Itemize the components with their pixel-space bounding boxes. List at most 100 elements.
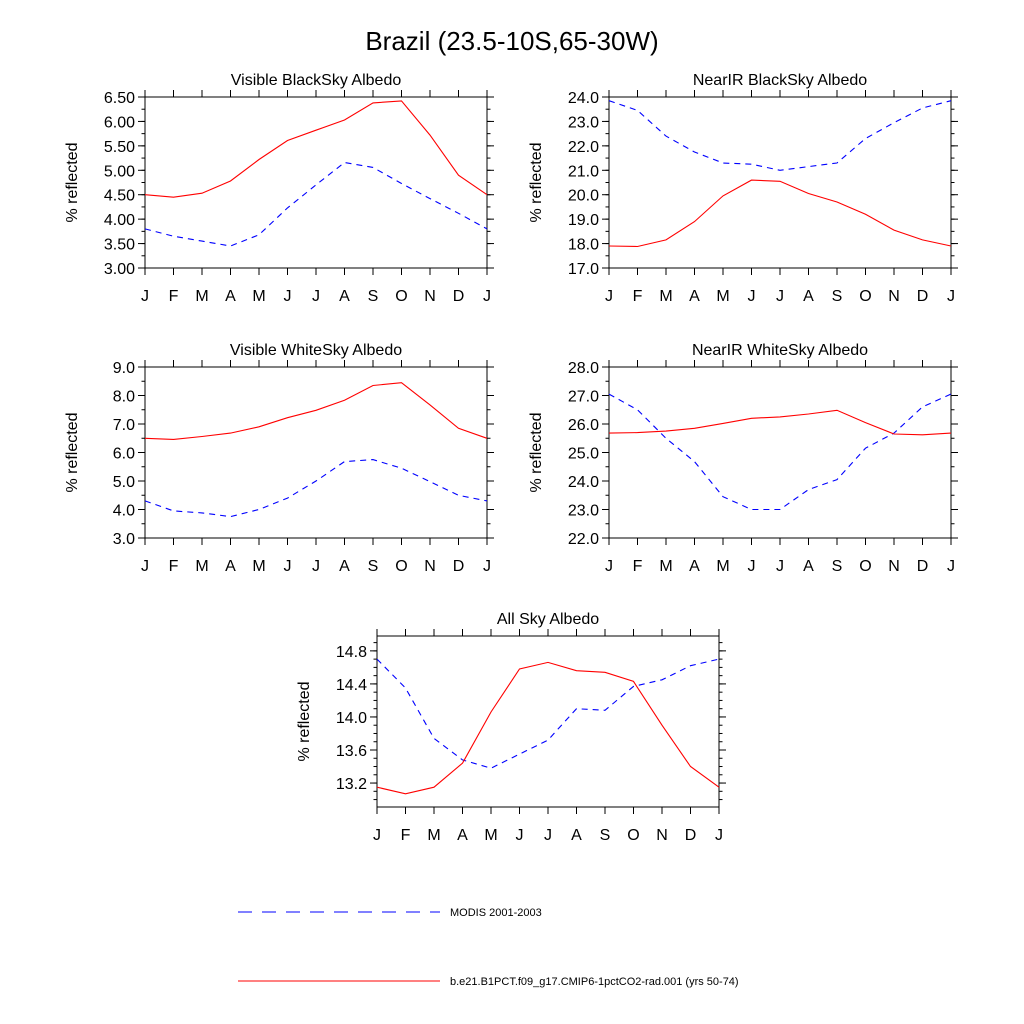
x-tick-label: M [252, 558, 265, 575]
x-tick-label: J [483, 558, 491, 575]
plot-frame [608, 366, 952, 539]
series-line-modis [144, 459, 488, 518]
x-tick-label: A [571, 827, 582, 844]
y-tick-label: 3.0 [113, 531, 135, 548]
x-tick-label: M [716, 558, 729, 575]
x-tick-label: A [457, 827, 468, 844]
x-tick-label: M [252, 288, 265, 305]
y-axis-label: % reflected [296, 681, 313, 761]
x-tick-label: J [776, 288, 784, 305]
x-tick-label: M [484, 827, 497, 844]
x-tick-label: O [395, 558, 407, 575]
x-tick-label: F [633, 558, 643, 575]
x-tick-label: J [544, 827, 552, 844]
y-tick-label: 23.0 [568, 503, 599, 520]
x-tick-label: J [748, 288, 756, 305]
x-tick-label: S [368, 558, 379, 575]
x-tick-label: J [284, 558, 292, 575]
y-tick-label: 26.0 [568, 417, 599, 434]
y-tick-label: 24.0 [568, 474, 599, 491]
x-tick-label: J [312, 288, 320, 305]
y-tick-label: 7.0 [113, 417, 135, 434]
x-tick-label: N [888, 558, 900, 575]
panel-1: Visible BlackSky Albedo % reflected 3.00 3.… [64, 72, 494, 305]
plot-frame [144, 366, 488, 539]
y-tick-label: 24.0 [568, 90, 599, 107]
y-tick-label: 4.00 [104, 212, 135, 229]
x-tick-label: A [225, 288, 236, 305]
x-tick-label: J [776, 558, 784, 575]
x-tick-label: D [453, 558, 465, 575]
y-tick-label: 6.50 [104, 90, 135, 107]
x-tick-label: N [656, 827, 668, 844]
panel-title: All Sky Albedo [497, 611, 599, 628]
figure-title: Brazil (23.5-10S,65-30W) [365, 26, 658, 56]
y-tick-label: 22.0 [568, 531, 599, 548]
x-tick-label: J [141, 288, 149, 305]
series-line-model [376, 661, 720, 795]
series-line-model [608, 409, 952, 436]
y-tick-label: 20.0 [568, 188, 599, 205]
x-tick-label: M [195, 558, 208, 575]
series-line-modis [376, 658, 720, 769]
panel-title: NearIR BlackSky Albedo [693, 72, 867, 89]
y-tick-label: 6.00 [104, 114, 135, 131]
y-tick-label: 13.6 [336, 743, 367, 760]
y-tick-label: 8.0 [113, 389, 135, 406]
legend: MODIS 2001-2003 b.e21.B1PCT.f09_g17.CMIP… [238, 907, 739, 988]
x-tick-label: A [803, 558, 814, 575]
x-tick-label: D [453, 288, 465, 305]
panel-title: Visible WhiteSky Albedo [230, 342, 402, 359]
x-tick-label: N [888, 288, 900, 305]
panels: Visible BlackSky Albedo % reflected 3.00 3.… [64, 72, 958, 844]
x-tick-label: A [339, 558, 350, 575]
y-tick-label: 22.0 [568, 139, 599, 156]
x-tick-label: O [395, 288, 407, 305]
y-tick-label: 4.50 [104, 188, 135, 205]
legend-label-modis: MODIS 2001-2003 [450, 907, 542, 919]
x-tick-label: A [689, 558, 700, 575]
x-tick-label: O [627, 827, 639, 844]
y-axis-label: % reflected [64, 142, 81, 222]
x-tick-label: N [424, 558, 436, 575]
x-tick-label: J [715, 827, 723, 844]
panel-4: NearIR WhiteSky Albedo % reflected 22.0 23.… [528, 342, 958, 575]
y-axis-label: % reflected [528, 142, 545, 222]
x-tick-label: J [605, 558, 613, 575]
y-tick-label: 28.0 [568, 360, 599, 377]
x-tick-label: J [141, 558, 149, 575]
series-line-model [144, 100, 488, 198]
series-line-modis [608, 100, 952, 171]
y-tick-label: 5.00 [104, 163, 135, 180]
y-tick-label: 6.0 [113, 446, 135, 463]
y-tick-label: 14.4 [336, 677, 367, 694]
x-tick-label: N [424, 288, 436, 305]
plot-frame [144, 96, 488, 269]
y-tick-label: 14.0 [336, 710, 367, 727]
x-tick-label: J [284, 288, 292, 305]
y-tick-label: 3.50 [104, 237, 135, 254]
x-tick-label: S [832, 288, 843, 305]
x-tick-label: D [917, 558, 929, 575]
y-tick-label: 19.0 [568, 212, 599, 229]
y-tick-label: 13.2 [336, 776, 367, 793]
y-axis-label: % reflected [528, 412, 545, 492]
x-tick-label: S [832, 558, 843, 575]
x-tick-label: A [339, 288, 350, 305]
y-tick-label: 27.0 [568, 389, 599, 406]
x-tick-label: A [689, 288, 700, 305]
x-tick-label: D [917, 288, 929, 305]
x-tick-label: M [659, 558, 672, 575]
series-line-modis [144, 161, 488, 247]
y-tick-label: 23.0 [568, 114, 599, 131]
x-tick-label: M [659, 288, 672, 305]
x-tick-label: F [401, 827, 411, 844]
panel-title: Visible BlackSky Albedo [231, 72, 402, 89]
y-tick-label: 14.8 [336, 644, 367, 661]
series-line-modis [608, 393, 952, 511]
x-tick-label: J [748, 558, 756, 575]
x-tick-label: D [685, 827, 697, 844]
plot-frame [608, 96, 952, 269]
y-tick-label: 4.0 [113, 503, 135, 520]
